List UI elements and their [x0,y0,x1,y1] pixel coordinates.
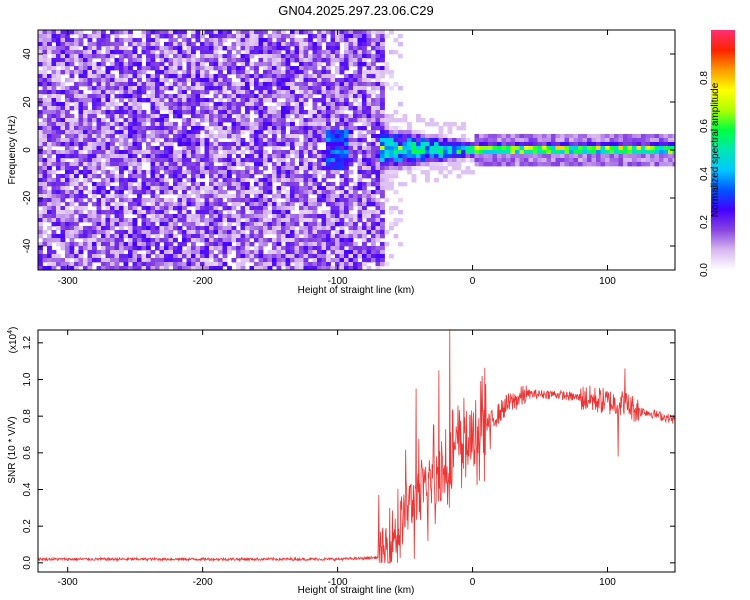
spectrogram-ylabel: Frequency (Hz) [7,116,18,185]
snr-ytick-label: 0.4 [22,482,33,496]
colorbar-tick-label: 0.2 [699,215,710,229]
snr-xtick-label: 100 [599,577,616,588]
colorbar-gradient [711,30,735,270]
spectrogram-ytick-label: -20 [22,190,33,205]
snr-ytick-label: 1.2 [22,335,33,349]
snr-xlabel: Height of straight line (km) [298,585,415,596]
spectrogram-ytick-label: 20 [22,96,33,108]
spectrogram-ytick-label: 40 [22,48,33,60]
spectrogram-xtick-label: -200 [193,276,213,287]
snr-series-line [38,330,675,564]
snr-ylabel: SNR (10 * V/V) [7,416,18,483]
spectrogram-heatmap [38,30,675,270]
colorbar-tick-label: 0.8 [699,71,710,85]
snr-ytick-label: 0.8 [22,409,33,423]
spectrogram-xtick-label: -100 [328,276,348,287]
snr-ytick-label: 0.6 [22,445,33,459]
colorbar-tick-label: 0.0 [699,263,710,277]
spectrogram-ytick-label: 0 [22,147,33,153]
snr-panel: -300 -200 -100 0 100 0.0 0.2 0.4 0.6 0.8 1.0 1.2 He… [7,327,676,596]
spectrogram-ytick-label: -40 [22,238,33,253]
snr-xtick-label: 0 [470,577,476,588]
snr-ytick-label: 1.0 [22,372,33,386]
snr-multiplier: (x104) [7,327,19,354]
spectrogram-xlabel: Height of straight line (km) [298,285,415,296]
snr-xtick-label: -300 [58,577,78,588]
colorbar-label: Normalized spectral amplitude [710,82,721,217]
snr-xtick-label: -100 [328,577,348,588]
snr-xtick-label: -200 [193,577,213,588]
colorbar: 0.0 0.2 0.4 0.6 0.8 Normalized spectral ampl… [699,30,735,277]
spectrogram-xtick-label: 100 [599,276,616,287]
snr-ytick-label: 0.0 [22,555,33,569]
chart-title: GN04.2025.297.23.06.C29 [278,3,433,18]
colorbar-tick-label: 0.6 [699,119,710,133]
spectrogram-xtick-label: -300 [58,276,78,287]
colorbar-tick-label: 0.4 [699,167,710,181]
snr-frame [37,329,676,573]
snr-ytick-label: 0.2 [22,519,33,533]
spectrogram-xtick-label: 0 [470,276,476,287]
